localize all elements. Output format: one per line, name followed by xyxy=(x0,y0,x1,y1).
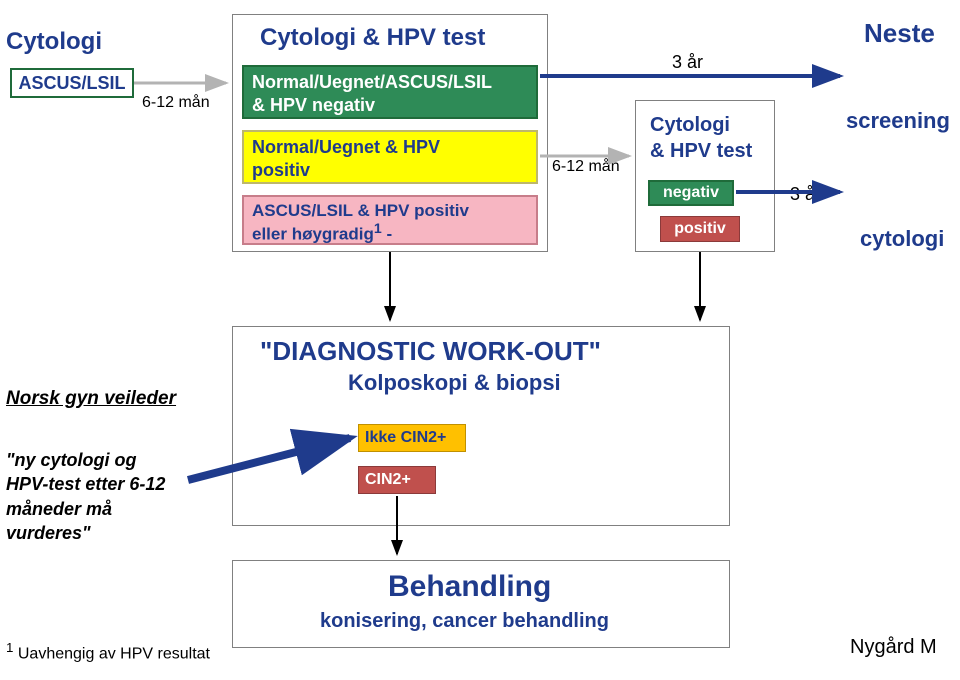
cytologi-hpv-title: Cytologi & HPV test xyxy=(260,24,485,52)
green-line2: & HPV negativ xyxy=(252,94,528,117)
behandling-sub: konisering, cancer behandling xyxy=(320,610,609,633)
cytologi-label: cytologi xyxy=(860,226,944,252)
pink-line2: eller høygradig1 - xyxy=(252,221,528,245)
chr-line2: & HPV test xyxy=(650,138,752,164)
tre-ar-top: 3 år xyxy=(672,52,703,73)
pink-line1: ASCUS/LSIL & HPV positiv xyxy=(252,200,528,221)
screening-label: screening xyxy=(846,108,950,134)
norsk-gyn-veileder: Norsk gyn veileder xyxy=(6,388,176,410)
ny-line1: "ny cytologi og xyxy=(6,448,165,472)
six-twelve-left: 6-12 mån xyxy=(142,94,210,112)
ny-line3: måneder må xyxy=(6,497,165,521)
tre-ar-mid: 3 år xyxy=(790,184,821,205)
pink-box: ASCUS/LSIL & HPV positiv eller høygradig… xyxy=(242,195,538,245)
ny-cytologi-quote: "ny cytologi og HPV-test etter 6-12 måne… xyxy=(6,448,165,545)
cin2-box: CIN2+ xyxy=(358,466,436,494)
ny-line4: vurderes" xyxy=(6,521,165,545)
diagnostic-title: "DIAGNOSTIC WORK-OUT" xyxy=(260,336,601,367)
green-line1: Normal/Uegnet/ASCUS/LSIL xyxy=(252,71,528,94)
chr-line1: Cytologi xyxy=(650,112,752,138)
footnote-text: Uavhengig av HPV resultat xyxy=(18,645,210,662)
ascus-lsil-box: ASCUS/LSIL xyxy=(10,68,134,98)
neste-label: Neste xyxy=(864,18,935,49)
positiv-box: positiv xyxy=(660,216,740,242)
yellow-line2: positiv xyxy=(252,159,528,182)
cytologi-hpv-right-title: Cytologi & HPV test xyxy=(650,112,752,164)
ikke-cin2-box: Ikke CIN2+ xyxy=(358,424,466,452)
negativ-box: negativ xyxy=(648,180,734,206)
cytologi-title: Cytologi xyxy=(6,28,102,56)
yellow-line1: Normal/Uegnet & HPV xyxy=(252,136,528,159)
behandling-title: Behandling xyxy=(388,570,551,604)
green-box: Normal/Uegnet/ASCUS/LSIL & HPV negativ xyxy=(242,65,538,119)
footnote-sup: 1 xyxy=(6,640,13,655)
six-twelve-center: 6-12 mån xyxy=(552,158,620,176)
author: Nygård M xyxy=(850,636,937,659)
footnote: 1 Uavhengig av HPV resultat xyxy=(6,640,210,663)
ny-line2: HPV-test etter 6-12 xyxy=(6,472,165,496)
yellow-box: Normal/Uegnet & HPV positiv xyxy=(242,130,538,184)
diagnostic-subtitle: Kolposkopi & biopsi xyxy=(348,370,561,396)
